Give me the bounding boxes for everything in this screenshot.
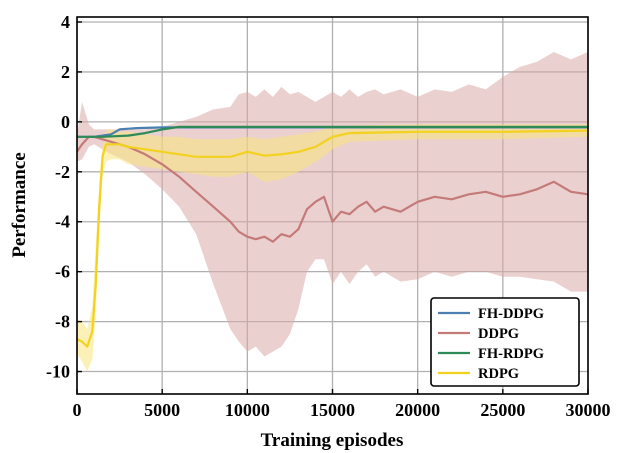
- legend-label-ddpg: DDPG: [478, 326, 519, 342]
- axis-ticks: 0 5000 10000 15000 20000 25000 30000 4 2 0 -2 -4 -6 -…: [46, 12, 611, 420]
- y-tick-label: -6: [55, 262, 70, 282]
- x-tick-label: 20000: [395, 400, 440, 420]
- legend-label-fh-rdpg: FH-RDPG: [478, 346, 544, 362]
- y-axis-title: Performance: [9, 152, 30, 258]
- fh-rdpg-line: [77, 125, 588, 138]
- x-tick-label: 10000: [225, 400, 270, 420]
- y-tick-label: 2: [61, 62, 70, 82]
- x-tick-label: 15000: [310, 400, 355, 420]
- legend: FH-DDPG DDPG FH-RDPG RDPG: [430, 297, 580, 387]
- legend-label-fh-ddpg: FH-DDPG: [478, 306, 544, 322]
- x-tick-label: 0: [73, 400, 82, 420]
- y-tick-label: -4: [55, 212, 70, 232]
- series-lines: [76, 125, 589, 348]
- y-tick-label: -10: [46, 362, 70, 382]
- rdpg-line: [76, 129, 589, 348]
- y-tick-label: 0: [61, 112, 70, 132]
- legend-box: [430, 297, 580, 387]
- x-axis-title: Training episodes: [261, 430, 404, 451]
- x-tick-label: 30000: [566, 400, 611, 420]
- x-tick-label: 5000: [144, 400, 180, 420]
- y-tick-label: 4: [61, 12, 70, 32]
- y-tick-label: -2: [55, 162, 70, 182]
- y-tick-label: -8: [55, 312, 70, 332]
- x-tick-label: 25000: [480, 400, 525, 420]
- legend-label-rdpg: RDPG: [478, 366, 519, 382]
- rdpg-band: [77, 124, 588, 372]
- ddpg-line: [76, 135, 589, 243]
